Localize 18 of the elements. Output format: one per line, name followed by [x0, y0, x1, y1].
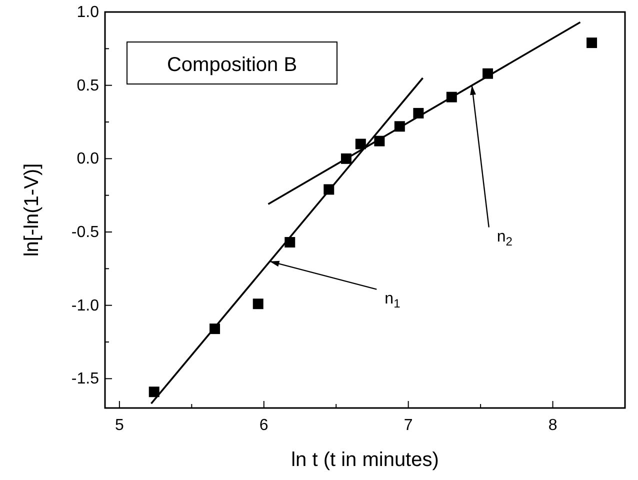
y-axis-title: ln[-ln(1-V)]: [21, 163, 43, 257]
x-axis-title: ln t (t in minutes): [291, 449, 439, 471]
y-tick-label: 0.0: [76, 150, 100, 168]
x-tick-label: 7: [404, 417, 413, 434]
annotation: Composition B: [166, 54, 298, 76]
annotation: n$_{1}$: [384, 290, 401, 311]
x-tick-label: 5: [114, 417, 124, 434]
point: [148, 386, 160, 398]
y-tick-label: 0.5: [76, 77, 100, 94]
annotation: n$_{2}$: [496, 228, 513, 249]
y-tick-label: 1.0: [76, 4, 100, 21]
y-tick-label: -1.5: [71, 370, 100, 388]
point: [586, 38, 598, 48]
x-tick-label: 6: [259, 417, 268, 434]
point: [252, 298, 264, 310]
x-tick-label: 8: [548, 417, 558, 434]
y-tick-label: -0.5: [71, 224, 100, 241]
y-tick-label: -1.0: [71, 297, 100, 314]
